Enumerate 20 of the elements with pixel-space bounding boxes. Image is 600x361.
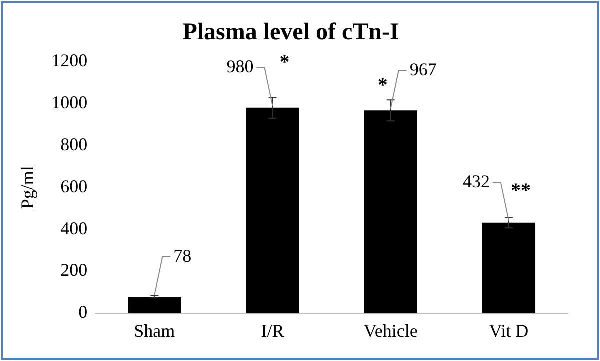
data-label: 432 [462, 172, 490, 192]
annotation: * [280, 52, 290, 74]
data-label: 980 [226, 56, 254, 77]
y-tick-label: 400 [60, 218, 88, 238]
chart-title: Plasma level of cTn-I [182, 20, 400, 46]
y-tick-label: 1200 [52, 50, 88, 71]
y-tick-label: 1000 [52, 92, 88, 112]
y-tick-label: 800 [60, 134, 88, 154]
data-label: 78 [174, 246, 192, 266]
x-tick-label: Vit D [489, 320, 529, 341]
x-tick-label: I/R [261, 320, 284, 341]
annotation: * [378, 74, 388, 96]
y-tick-label: 600 [60, 176, 88, 196]
data-label: 967 [410, 59, 437, 80]
y-tick-label: 0 [78, 302, 88, 322]
y-axis-title: Pg/ml [18, 166, 38, 210]
annotation: ** [510, 180, 531, 202]
y-tick-label: 200 [60, 260, 88, 280]
x-tick-label: Vehicle [364, 320, 418, 341]
x-tick-label: Sham [134, 320, 176, 341]
